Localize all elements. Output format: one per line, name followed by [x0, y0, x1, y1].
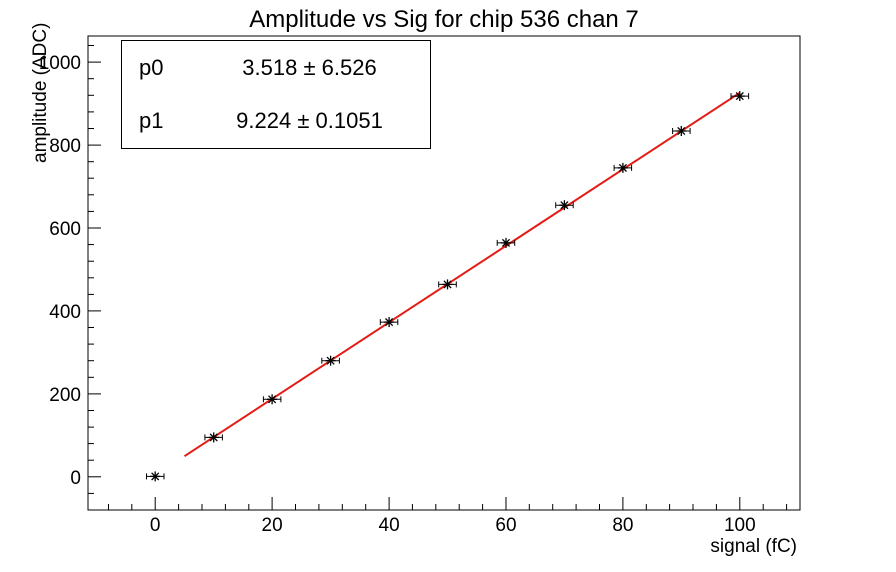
x-tick-label: 40 [379, 515, 400, 536]
stats-row-p1: p1 9.224 ± 0.1051 [122, 95, 430, 149]
y-tick-label: 1000 [39, 53, 81, 74]
y-axis-title: amplitude (ADC) [30, 23, 51, 163]
y-tick-label: 800 [49, 136, 81, 157]
x-tick-label: 20 [262, 515, 283, 536]
marker-asterisk-d2 [443, 280, 452, 289]
marker-asterisk-d2 [677, 126, 686, 136]
x-tick-label: 0 [150, 515, 161, 536]
marker-asterisk-d2 [151, 472, 160, 481]
chart-title: Amplitude vs Sig for chip 536 chan 7 [249, 6, 639, 33]
stat-param-name-p0: p0 [139, 54, 164, 80]
marker-asterisk-d2 [618, 163, 627, 172]
stat-param-value-p0: 3.518 ± 6.526 [242, 54, 377, 80]
y-tick-label: 400 [49, 302, 81, 323]
marker-asterisk-d2 [735, 92, 744, 101]
fit-line [183, 91, 741, 458]
plot-frame [87, 35, 801, 511]
marker-asterisk-d2 [385, 318, 394, 327]
marker-asterisk-d2 [560, 201, 569, 210]
stats-box: p0 3.518 ± 6.526 p1 9.224 ± 0.1051 [121, 40, 431, 149]
marker-asterisk-d2 [501, 238, 511, 247]
marker-asterisk-d2 [209, 433, 218, 442]
stats-row-p0: p0 3.518 ± 6.526 [122, 41, 430, 95]
stat-param-value-p1: 9.224 ± 0.1051 [236, 108, 383, 134]
x-tick-label: 100 [724, 515, 756, 536]
x-tick-label: 80 [612, 515, 633, 536]
y-tick-label: 200 [49, 385, 81, 406]
x-tick-label: 60 [495, 515, 516, 536]
stat-param-name-p1: p1 [139, 108, 164, 134]
marker-asterisk-d2 [326, 356, 335, 365]
y-tick-label: 600 [49, 219, 81, 240]
marker-asterisk-d2 [268, 395, 277, 404]
x-axis-title: signal (fC) [710, 536, 797, 557]
y-tick-label: 0 [70, 468, 81, 489]
